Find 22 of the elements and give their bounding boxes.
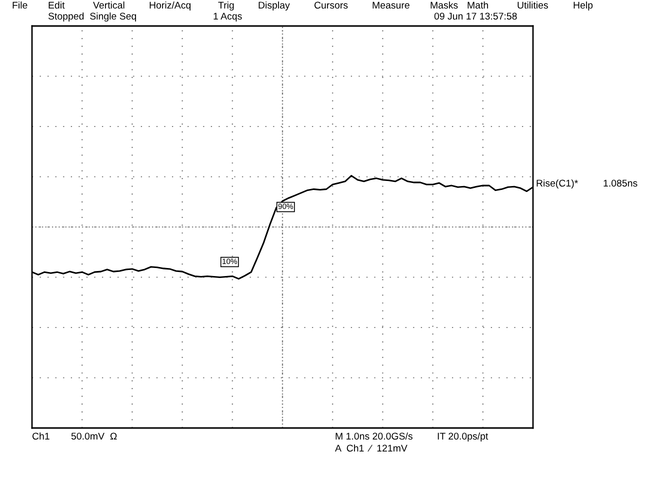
text: Edit [48,1,65,9]
text: 50.0mV Ω [71,432,117,440]
text: M 1.0ns 20.0GS/s [336,432,412,440]
text: Horiz/Acq [150,1,191,11]
text: IT 20.0ps/pt [438,432,488,442]
text: Vertical [93,1,124,9]
text: File [12,1,28,9]
text: Utilities [518,1,548,9]
text: 09 Jun 17 13:57:58 [434,12,517,20]
text: Masks [430,1,458,9]
text: Measure [372,2,410,9]
text: 1.085ns [604,180,638,187]
text: 1 Acqs [214,12,242,22]
text: Math [468,1,488,9]
text: Stopped Single Seq [48,12,136,22]
text: Cursors [314,2,348,9]
text: A Ch1 ⁄ 121mV [335,444,408,452]
text: Trig [218,1,234,11]
text: Ch1 [32,432,50,440]
text: Display [258,1,290,11]
text: Rise(C1)* [536,179,578,189]
text: Help [574,1,593,11]
